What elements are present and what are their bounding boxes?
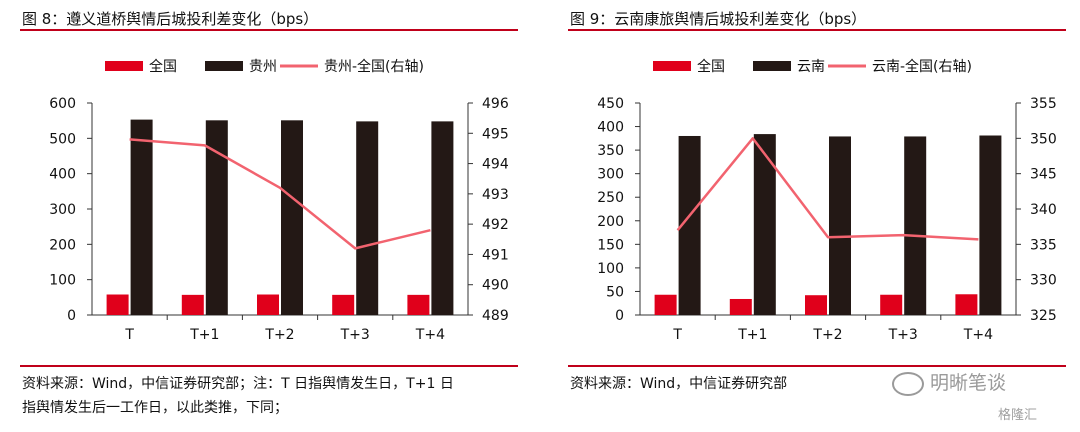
x-tick-label: T+4 [415,327,445,343]
source-note: 资料来源：Wind，中信证券研究部；注：T 日指舆情发生日，T+1 日 指舆情发… [22,372,522,420]
national-bar [654,294,677,315]
left-tick-label: 400 [597,120,624,136]
left-tick-label: 50 [606,284,624,300]
x-tick-label: T+1 [737,327,767,343]
legend-swatch [753,61,791,71]
source-note: 资料来源：Wind，中信证券研究部 [570,372,1070,396]
province-bar [753,134,776,315]
legend-swatch [205,61,243,71]
province-bar [356,121,379,315]
chart-yunnan-spread: 全国 云南 云南-全国(右轴) 0 50 100 150 200 250 300 350 400 450… [597,58,1057,343]
left-tick-label: 450 [597,96,624,112]
source-line: 资料来源：Wind，中信证券研究部 [570,376,788,392]
spread-line [676,137,979,241]
left-tick-label: 300 [597,167,624,183]
title-rule [20,29,518,31]
right-tick-label: 335 [1030,237,1057,253]
x-tick-label: T+2 [812,327,842,343]
province-bar [979,135,1002,315]
watermark-text: 明晰笔谈 [930,372,1007,394]
source-line: 指舆情发生后一工作日，以此类推，下同； [22,400,288,416]
left-tick-label: 200 [49,237,76,253]
province-bar [829,136,851,315]
legend-swatch [105,61,143,71]
left-tick-label: 0 [67,308,76,324]
left-tick-label: 250 [597,190,624,206]
right-tick-label: 340 [1030,202,1057,218]
x-tick-label: T+3 [340,327,370,343]
legend-label: 贵州-全国(右轴) [324,58,424,75]
national-bar [729,298,752,315]
national-bar [332,294,355,315]
x-tick-label: T+1 [189,327,219,343]
right-tick-label: 496 [482,96,509,112]
left-tick-label: 300 [49,202,76,218]
province-bar [904,136,927,315]
national-bar [955,294,978,315]
province-bar [678,135,701,315]
national-bar [880,294,903,315]
left-tick-label: 350 [597,143,624,159]
left-tick-label: 0 [615,308,624,324]
right-tick-label: 330 [1030,273,1057,289]
legend-swatch [653,61,691,71]
national-bar [805,295,827,315]
right-tick-label: 492 [482,217,509,233]
spread-line [129,138,431,250]
left-tick-label: 150 [597,237,624,253]
figure-title: 图 8：遵义道桥舆情后城投利差变化（bps） [22,10,319,28]
right-tick-label: 493 [482,187,509,203]
right-tick-label: 345 [1030,167,1057,183]
right-tick-label: 489 [482,308,509,324]
x-tick-label: T+2 [264,327,294,343]
left-tick-label: 400 [49,167,76,183]
right-tick-label: 491 [482,247,509,263]
left-tick-label: 200 [597,214,624,230]
x-tick-label: T [672,327,682,343]
x-tick-label: T [124,327,134,343]
title-rule [568,29,1066,31]
legend-label: 贵州 [249,59,277,75]
national-bar [181,294,204,315]
province-bar [281,120,303,316]
right-tick-label: 490 [482,278,509,294]
left-tick-label: 600 [49,96,76,112]
legend-label: 云南 [797,59,825,75]
province-bar [205,120,228,316]
national-bar [257,294,279,315]
figure-title: 图 9：云南康旅舆情后城投利差变化（bps） [570,10,867,28]
right-tick-label: 495 [482,126,509,142]
watermark: 明晰笔谈 [892,368,1006,396]
left-tick-label: 100 [49,273,76,289]
gelonghui-logo: 格隆汇 [998,408,1038,423]
right-tick-label: 325 [1030,308,1057,324]
figure-8-panel: 图 8：遵义道桥舆情后城投利差变化（bps） 全国 贵州 贵州-全国(右轴) 0 100… [0,0,520,432]
legend-label: 全国 [149,58,177,75]
left-tick-label: 500 [49,131,76,147]
figure-9-panel: 图 9：云南康旅舆情后城投利差变化（bps） 全国 云南 云南-全国(右轴) 0 50 1… [548,0,1068,432]
national-bar [407,294,430,315]
right-tick-label: 350 [1030,131,1057,147]
province-bar [130,119,153,316]
x-tick-label: T+3 [888,327,918,343]
x-tick-label: T+4 [963,327,993,343]
right-tick-label: 355 [1030,96,1057,112]
source-rule [20,365,518,367]
province-bar [431,121,454,315]
source-line: 资料来源：Wind，中信证券研究部；注：T 日指舆情发生日，T+1 日 [22,376,454,392]
chart-guizhou-spread: 全国 贵州 贵州-全国(右轴) 0 100 200 300 400 500 600 489 490 49… [49,58,509,343]
left-tick-label: 100 [597,261,624,277]
legend-label: 全国 [697,58,725,75]
wechat-icon [892,371,924,396]
legend-label: 云南-全国(右轴) [872,58,972,75]
right-tick-label: 494 [482,157,509,173]
source-rule [568,365,1066,367]
national-bar [106,294,129,315]
